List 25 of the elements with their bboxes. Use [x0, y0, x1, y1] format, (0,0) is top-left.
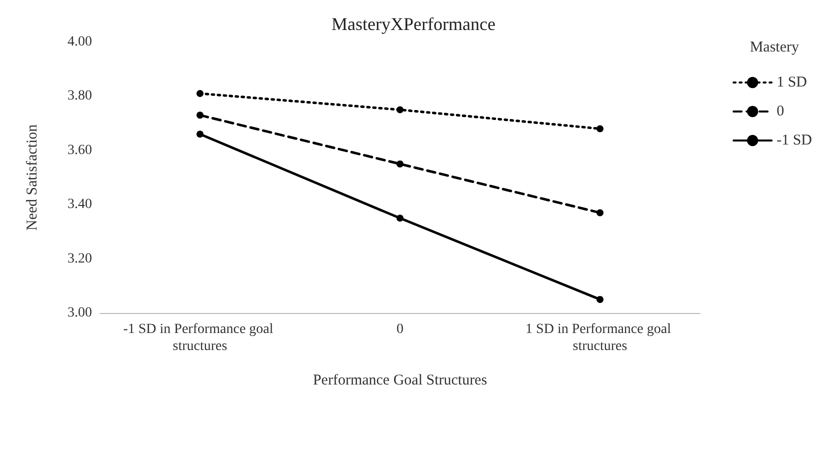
y-axis-title: Need Satisfaction	[24, 124, 40, 231]
x-tick-label: -1 SD in Performance goal structures	[123, 322, 277, 354]
y-tick-label: 3.80	[68, 88, 92, 104]
point	[596, 209, 604, 216]
y-tick-label: 3.00	[68, 306, 92, 320]
point	[196, 130, 204, 138]
y-tick-label: 3.20	[68, 251, 92, 266]
y-tick-label: 3.60	[68, 142, 92, 158]
point	[396, 106, 404, 114]
point	[396, 214, 404, 222]
legend-label: 1 SD	[776, 74, 808, 90]
x-tick-label: 0	[396, 322, 404, 337]
y-tick-label: 4.00	[68, 34, 92, 50]
point	[396, 160, 404, 168]
chart-title: MasteryXPerformance	[332, 14, 496, 34]
legend-label: 0	[776, 104, 784, 120]
point	[196, 112, 204, 119]
legend-title: Mastery	[750, 40, 800, 56]
point	[596, 296, 604, 303]
x-axis-title: Performance Goal Structures	[312, 372, 488, 388]
x-tick-label: 1 SD in Performance goal structures	[526, 322, 674, 354]
point	[196, 90, 204, 97]
y-tick-label: 3.40	[68, 197, 92, 212]
point	[596, 125, 604, 132]
legend-label: -1 SD	[776, 132, 812, 148]
